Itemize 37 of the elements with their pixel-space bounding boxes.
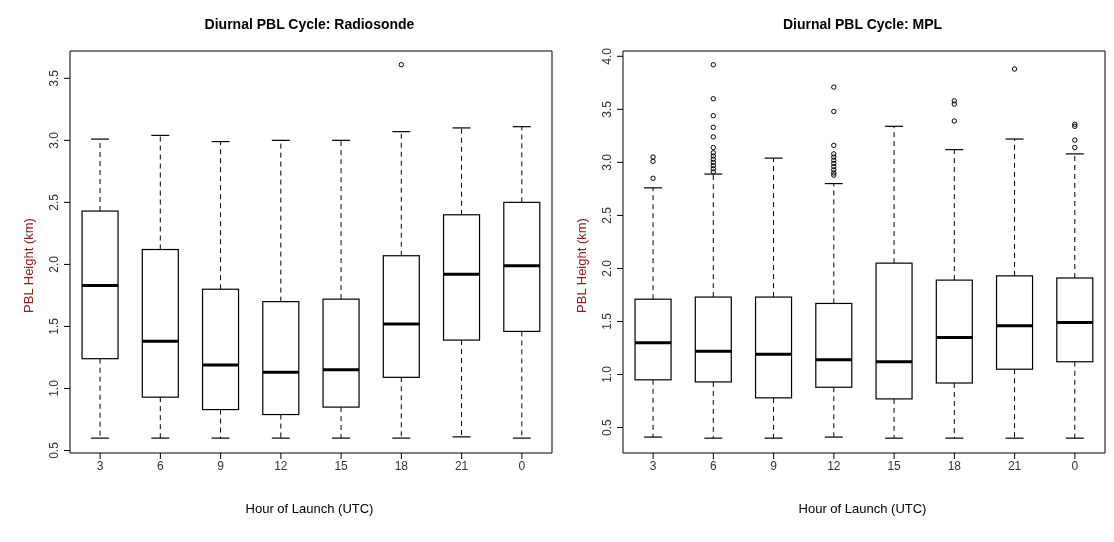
y-axis-title: PBL Height (km)	[573, 217, 589, 315]
x-tick-label: 12	[274, 458, 288, 473]
x-tick-label: 21	[1007, 458, 1022, 473]
y-tick-label: 2.5	[47, 193, 61, 211]
x-tick-label: 9	[770, 458, 778, 473]
y-tick-label: 3.5	[600, 100, 614, 118]
chart-title: Diurnal PBL Cycle: MPL	[781, 16, 944, 32]
x-tick-label: 0	[518, 458, 526, 473]
y-tick-label: 3.5	[47, 69, 61, 87]
y-tick-label: 2.0	[47, 255, 61, 273]
y-tick-label: 2.5	[600, 206, 614, 224]
x-tick-label: 6	[710, 458, 718, 473]
y-tick-label: 1.5	[600, 312, 614, 330]
x-tick-label: 3	[649, 458, 657, 473]
y-tick-label: 0.5	[47, 441, 61, 459]
x-tick-label: 0	[1071, 458, 1079, 473]
x-axis-title: Hour of Launch (UTC)	[244, 501, 375, 516]
x-tick-label: 18	[394, 458, 409, 473]
y-tick-label: 0.5	[600, 418, 614, 436]
chart-title: Diurnal PBL Cycle: Radiosonde	[203, 16, 416, 32]
y-tick-label: 4.0	[600, 47, 614, 65]
y-tick-label: 1.5	[47, 317, 61, 335]
x-tick-label: 3	[96, 458, 104, 473]
y-tick-label: 1.0	[47, 379, 61, 397]
x-tick-label: 9	[217, 458, 225, 473]
x-tick-label: 21	[454, 458, 469, 473]
y-tick-label: 1.0	[600, 365, 614, 383]
x-tick-label: 18	[947, 458, 962, 473]
x-axis-title: Hour of Launch (UTC)	[797, 501, 928, 516]
x-tick-label: 15	[334, 458, 349, 473]
x-tick-label: 12	[827, 458, 841, 473]
y-tick-label: 3.0	[47, 131, 61, 149]
y-tick-label: 2.0	[600, 259, 614, 277]
x-tick-label: 6	[157, 458, 165, 473]
x-tick-label: 15	[887, 458, 902, 473]
y-axis-title: PBL Height (km)	[20, 217, 36, 315]
y-tick-label: 3.0	[600, 153, 614, 171]
